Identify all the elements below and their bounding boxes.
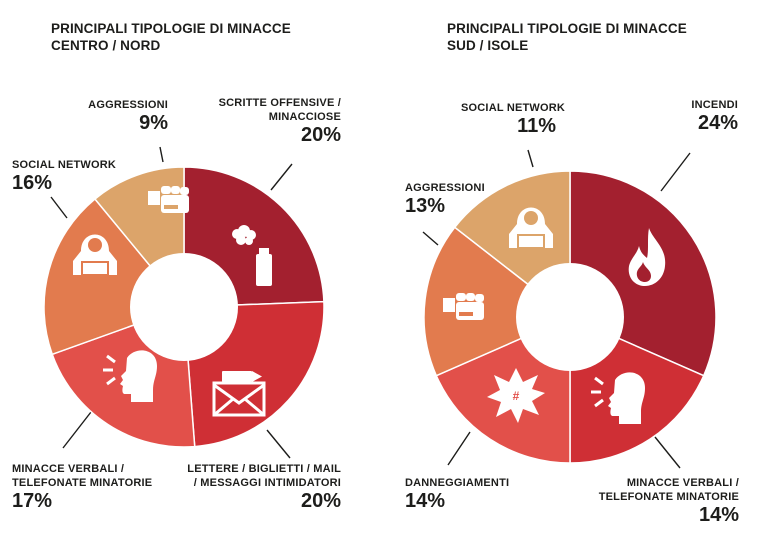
label-social-network: SOCIAL NETWORK 11% [461,101,566,137]
callout-lines [422,149,691,469]
chart-title: PRINCIPALI TIPOLOGIE DI MINACCE CENTRO /… [51,20,291,54]
label-name-line-1: MINACCE VERBALI / [12,463,125,475]
callout-line-incendi [660,152,691,192]
label-name-line-2: / MESSAGGI INTIMIDATORI [193,477,341,489]
label-name: AGGRESSIONI [405,182,485,194]
fire-icon [628,228,666,286]
label-percent: 24% [697,112,738,134]
slice-icons: # [443,207,666,424]
callout-line-minacce-verbali [654,436,681,469]
label-aggressioni: AGGRESSIONI 13% [405,181,485,217]
donut-slice-4 [423,226,572,377]
chart-title-line-1: PRINCIPALI TIPOLOGIE DI MINACCE [447,21,687,36]
label-percent: 9% [139,112,168,134]
label-name-line-2: TELEFONATE MINATORIE [12,477,153,489]
fist-icon [148,186,189,213]
label-percent: 14% [405,490,446,512]
label-name-line-1: MINACCE VERBALI / [626,477,739,489]
label-name: INCENDI [691,99,738,111]
donut-chart [43,146,325,459]
callout-line-minacce-verbali [62,411,92,449]
donut-hole [516,263,624,371]
label-percent: 13% [405,195,446,217]
label-percent: 20% [300,490,341,512]
label-minacce-verbali: MINACCE VERBALI / TELEFONATE MINATORIE 1… [12,462,152,512]
hacker-laptop-icon [509,207,553,248]
shouting-head-icon [103,350,157,402]
label-name: SOCIAL NETWORK [12,159,117,171]
chart-title-line-1: PRINCIPALI TIPOLOGIE DI MINACCE [51,21,291,36]
label-name: AGGRESSIONI [88,99,168,111]
chart-sud-isole: PRINCIPALI TIPOLOGIE DI MINACCE SUD / IS… [383,0,767,549]
chart-title-line-2: SUD / ISOLE [447,38,529,53]
label-percent: 16% [12,172,53,194]
callout-line-social-network [50,196,68,219]
chart-centro-nord: PRINCIPALI TIPOLOGIE DI MINACCE CENTRO /… [12,20,341,512]
label-name-line-1: SCRITTE OFFENSIVE / [218,97,341,109]
label-name-line-2: MINACCIOSE [268,111,341,123]
callout-line-aggressioni [159,146,164,163]
shouting-head-icon [591,372,645,424]
donut-chart: # [422,149,717,469]
label-percent: 20% [300,124,341,146]
envelope-bullet-icon [212,371,266,417]
label-minacce-verbali: MINACCE VERBALI / TELEFONATE MINATORIE 1… [583,476,739,526]
callout-line-aggressioni [422,231,439,246]
callout-line-danneggiamenti [447,431,471,466]
callout-lines [50,146,293,459]
label-percent: 17% [12,490,53,512]
label-name-line-1: LETTERE / BIGLIETTI / MAIL [187,463,341,475]
explosion-icon: # [487,368,545,423]
label-percent: 11% [517,115,556,137]
svg-text:#: # [513,389,520,403]
fist-icon [443,293,484,320]
donut-hole [130,253,238,361]
callout-line-scritte [270,163,293,191]
label-aggressioni: AGGRESSIONI 9% [88,98,168,134]
spray-can-icon [232,225,272,286]
slice-icons [73,186,272,417]
label-name-line-2: TELEFONATE MINATORIE [598,491,739,503]
label-name: SOCIAL NETWORK [461,102,566,114]
chart-title-line-2: CENTRO / NORD [51,38,161,53]
hacker-laptop-icon [73,234,117,275]
callout-line-social-network [527,149,534,168]
chart-title: PRINCIPALI TIPOLOGIE DI MINACCE SUD / IS… [447,20,687,54]
callout-line-lettere [266,429,291,459]
label-percent: 14% [698,504,739,526]
label-incendi: INCENDI 24% [638,98,738,134]
label-social-network: SOCIAL NETWORK 16% [12,158,116,194]
label-name: DANNEGGIAMENTI [405,477,510,489]
label-lettere: LETTERE / BIGLIETTI / MAIL / MESSAGGI IN… [168,462,341,512]
label-danneggiamenti: DANNEGGIAMENTI 14% [405,476,509,512]
label-scritte-offensive: SCRITTE OFFENSIVE / MINACCIOSE 20% [198,96,341,146]
